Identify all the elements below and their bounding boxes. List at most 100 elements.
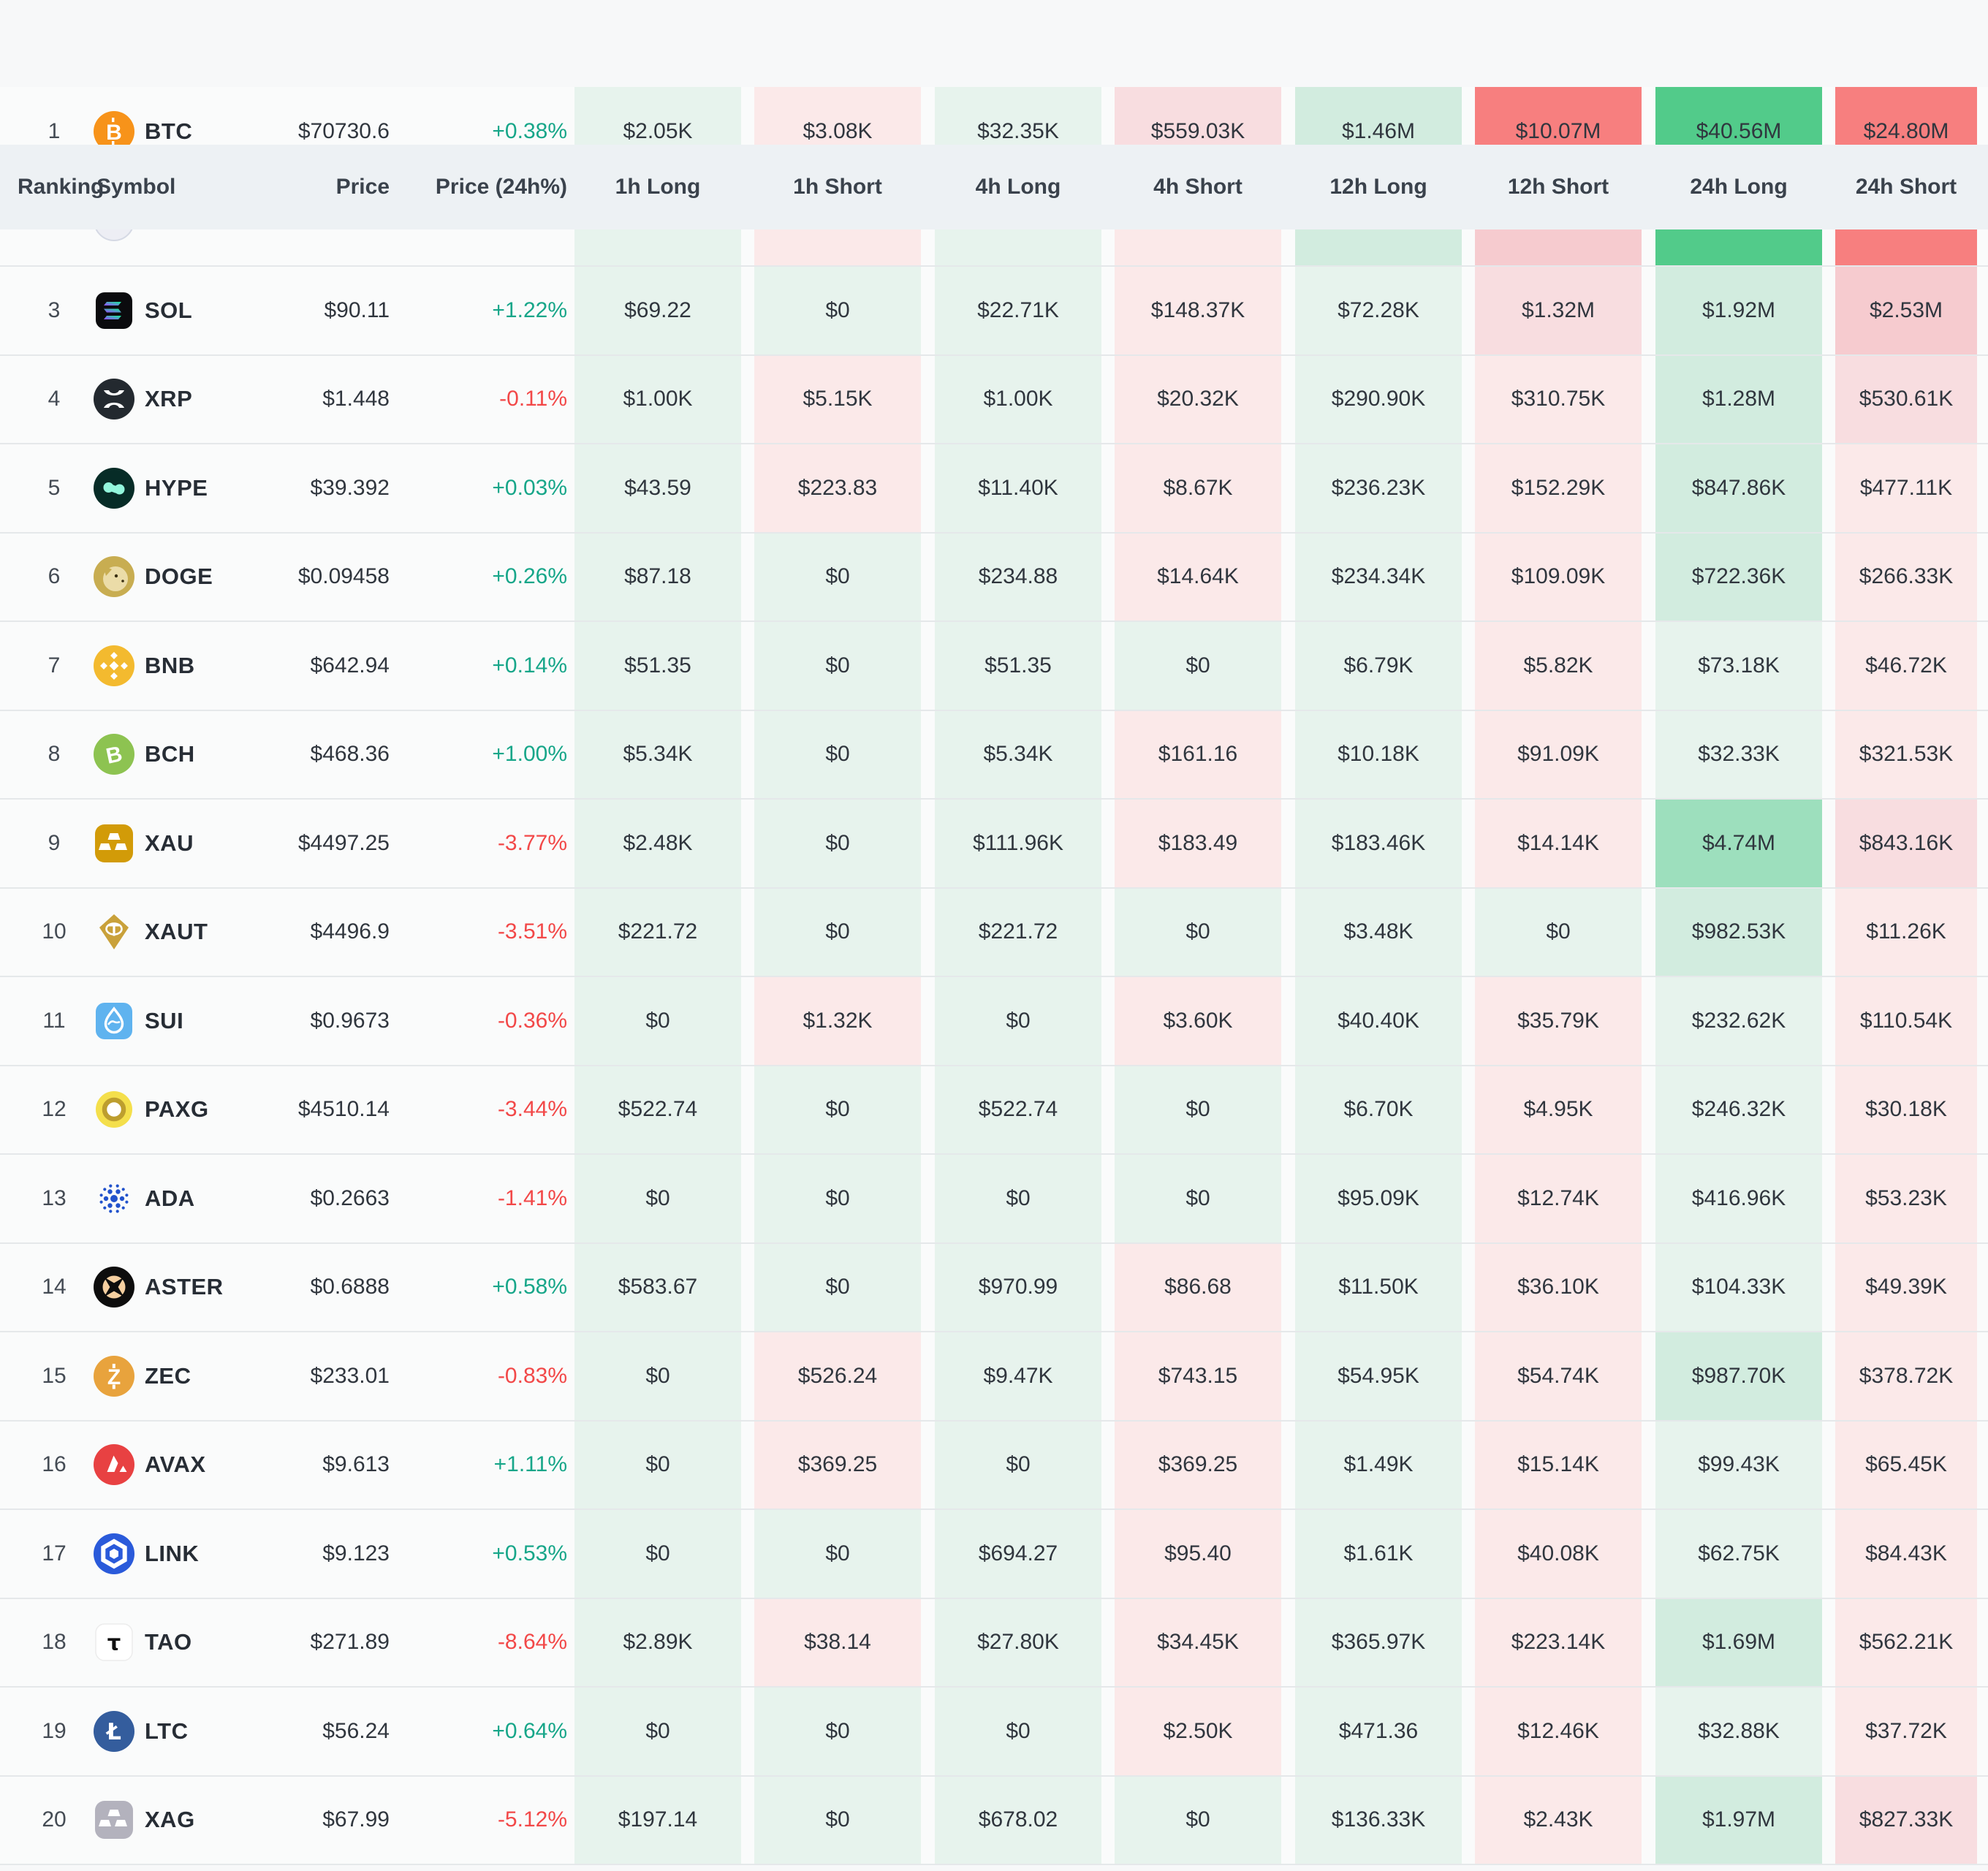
col-price-24h[interactable]: Price (24h%)	[435, 175, 567, 199]
price-cell: $90.11	[324, 297, 390, 322]
table-row[interactable]: 8 B BCH $468.36 +1.00% $5.34K $0 $5.34K $16…	[0, 709, 1988, 798]
liquidation-value-cell: $0	[754, 267, 921, 354]
liquidation-value-cell: $104.33K	[1655, 1243, 1822, 1331]
price-change-cell: +1.00%	[492, 742, 567, 767]
liquidation-value-cell: $369.25	[1115, 1421, 1281, 1508]
liquidation-value-cell: $161.16	[1115, 710, 1281, 798]
price-cell: $9.613	[322, 1452, 390, 1477]
liquidation-value-cell: $236.23K	[1295, 444, 1462, 532]
col-1h-long[interactable]: 1h Long	[615, 175, 701, 199]
liquidation-value-cell: $6.79K	[1295, 622, 1462, 710]
col-4h-short[interactable]: 4h Short	[1153, 175, 1242, 199]
table-row[interactable]: 3 SOL $90.11 +1.22% $69.22 $0 $22.71K $148.…	[0, 265, 1988, 354]
table-row[interactable]: 15 Z ZEC $233.01 -0.83% $0 $526.24 $9.47K $…	[0, 1331, 1988, 1420]
liquidation-value-cell: $290.90K	[1295, 355, 1462, 443]
avax-icon	[94, 1444, 134, 1486]
liquidation-value-cell: $32.33K	[1655, 710, 1822, 798]
table-row[interactable]: 13 ADA $0.2663 -1.41% $0 $0 $0 $0 $95.09K $12…	[0, 1153, 1988, 1242]
table-bottom-border	[0, 1864, 1988, 1865]
price-cell: $67.99	[322, 1807, 390, 1832]
liquidation-value-cell: $9.47K	[935, 1332, 1101, 1420]
liquidation-value-cell: $32.88K	[1655, 1688, 1822, 1775]
price-change-cell: +0.53%	[492, 1541, 567, 1566]
col-12h-long[interactable]: 12h Long	[1329, 175, 1427, 199]
table-row[interactable]: 18 τ TAO $271.89 -8.64% $2.89K $38.14 $27.…	[0, 1597, 1988, 1686]
price-change-cell: -3.51%	[497, 919, 567, 944]
price-change-cell: -0.36%	[497, 1008, 567, 1033]
liquidation-value-cell: $12.46K	[1475, 1688, 1642, 1775]
liquidation-value-cell: $86.68	[1115, 1243, 1281, 1331]
liquidation-value-cell: $73.18K	[1655, 622, 1822, 710]
liquidation-value-cell: $232.62K	[1655, 977, 1822, 1065]
symbol-label: PAXG	[145, 1096, 209, 1123]
price-cell: $4497.25	[297, 830, 390, 855]
liquidation-value-cell: $0	[754, 533, 921, 620]
liquidation-value-cell: $5.34K	[574, 710, 741, 798]
col-24h-long[interactable]: 24h Long	[1690, 175, 1788, 199]
liquidation-value-cell: $526.24	[754, 1332, 921, 1420]
ranking-cell: 19	[42, 1718, 67, 1743]
table-row[interactable]: 12 PAXG $4510.14 -3.44% $522.74 $0 $522.74…	[0, 1064, 1988, 1153]
table-row[interactable]: 5 HYPE $39.392 +0.03% $43.59 $223.83 $11.4…	[0, 443, 1988, 532]
col-24h-short[interactable]: 24h Short	[1855, 175, 1957, 199]
price-change-cell: +0.14%	[492, 653, 567, 678]
price-change-cell: -0.83%	[497, 1363, 567, 1388]
liquidation-value-cell: $3.48K	[1295, 888, 1462, 976]
table-row[interactable]: 19 Ł LTC $56.24 +0.64% $0 $0 $0 $2.50K $471.…	[0, 1686, 1988, 1775]
liquidation-value-cell: $0	[935, 1421, 1101, 1508]
table-header: Ranking Symbol Price Price (24h%) 1h Lon…	[0, 145, 1988, 229]
table-row[interactable]: 11 SUI $0.9673 -0.36% $0 $1.32K $0 $3.60K $4…	[0, 976, 1988, 1065]
symbol-label: XAU	[145, 830, 194, 856]
bnb-icon	[94, 645, 134, 686]
table-row[interactable]: 9 XAU $4497.25 -3.77% $2.48K $0 $111.96K $1…	[0, 798, 1988, 887]
col-1h-short[interactable]: 1h Short	[793, 175, 882, 199]
liquidation-value-cell: $0	[754, 1776, 921, 1864]
liquidation-value-cell: $562.21K	[1835, 1598, 1977, 1686]
symbol-label: BCH	[145, 741, 195, 767]
liquidation-value-cell: $1.92M	[1655, 267, 1822, 354]
liquidation-value-cell: $84.43K	[1835, 1510, 1977, 1598]
table-row[interactable]: 10 XAUT $4496.9 -3.51% $221.72 $0 $221.72 $…	[0, 887, 1988, 976]
table-row[interactable]: 17 LINK $9.123 +0.53% $0 $0 $694.27 $95.40 $…	[0, 1508, 1988, 1598]
liquidation-value-cell: $183.49	[1115, 800, 1281, 887]
symbol-label: ADA	[145, 1185, 195, 1211]
liquidation-value-cell: $1.28M	[1655, 355, 1822, 443]
price-cell: $39.392	[310, 475, 390, 500]
col-price[interactable]: Price	[335, 175, 390, 199]
liquidation-value-cell: $6.70K	[1295, 1066, 1462, 1153]
price-change-cell: +0.26%	[492, 564, 567, 589]
price-change-cell: +0.64%	[492, 1718, 567, 1743]
liquidation-value-cell: $95.09K	[1295, 1155, 1462, 1242]
price-cell: $233.01	[310, 1363, 390, 1388]
liquidation-value-cell: $843.16K	[1835, 800, 1977, 887]
liquidation-value-cell: $2.48K	[574, 800, 741, 887]
col-12h-short[interactable]: 12h Short	[1507, 175, 1609, 199]
table-row[interactable]: 16 AVAX $9.613 +1.11% $0 $369.25 $0 $369.25…	[0, 1419, 1988, 1508]
liquidation-value-cell: $1.97M	[1655, 1776, 1822, 1864]
price-change-cell: -1.41%	[497, 1185, 567, 1210]
table-row[interactable]: 6 DOGE $0.09458 +0.26% $87.18 $0 $234.88 $1…	[0, 531, 1988, 620]
liquidation-value-cell: $0	[754, 800, 921, 887]
svg-text:Ł: Ł	[105, 1719, 121, 1745]
col-symbol[interactable]: Symbol	[96, 175, 176, 199]
ranking-cell: 10	[42, 919, 67, 944]
price-cell: $0.2663	[310, 1185, 390, 1210]
liquidation-value-cell: $223.83	[754, 444, 921, 532]
price-change-cell: +1.22%	[492, 297, 567, 322]
col-ranking[interactable]: Ranking	[18, 175, 105, 199]
symbol-label: LTC	[145, 1718, 189, 1744]
liquidation-value-cell: $1.61K	[1295, 1510, 1462, 1598]
liquidation-value-cell: $91.09K	[1475, 710, 1642, 798]
liquidation-value-cell: $40.08K	[1475, 1510, 1642, 1598]
liquidation-value-cell: $99.43K	[1655, 1421, 1822, 1508]
symbol-label: LINK	[145, 1540, 200, 1566]
liquidation-value-cell: $1.69M	[1655, 1598, 1822, 1686]
liquidation-value-cell: $8.67K	[1115, 444, 1281, 532]
ranking-cell: 4	[48, 387, 61, 411]
table-row[interactable]: 4 XRP $1.448 -0.11% $1.00K $5.15K $1.00K $2…	[0, 354, 1988, 443]
table-row[interactable]: 7 BNB $642.94 +0.14% $51.35 $0 $51.35 $0 $6.…	[0, 620, 1988, 710]
table-row[interactable]: 14 ASTER $0.6888 +0.58% $583.67 $0 $970.99…	[0, 1242, 1988, 1331]
symbol-label: BNB	[145, 652, 195, 678]
col-4h-long[interactable]: 4h Long	[975, 175, 1061, 199]
table-row[interactable]: 20 XAG $67.99 -5.12% $197.14 $0 $678.02 $0 $…	[0, 1775, 1988, 1864]
